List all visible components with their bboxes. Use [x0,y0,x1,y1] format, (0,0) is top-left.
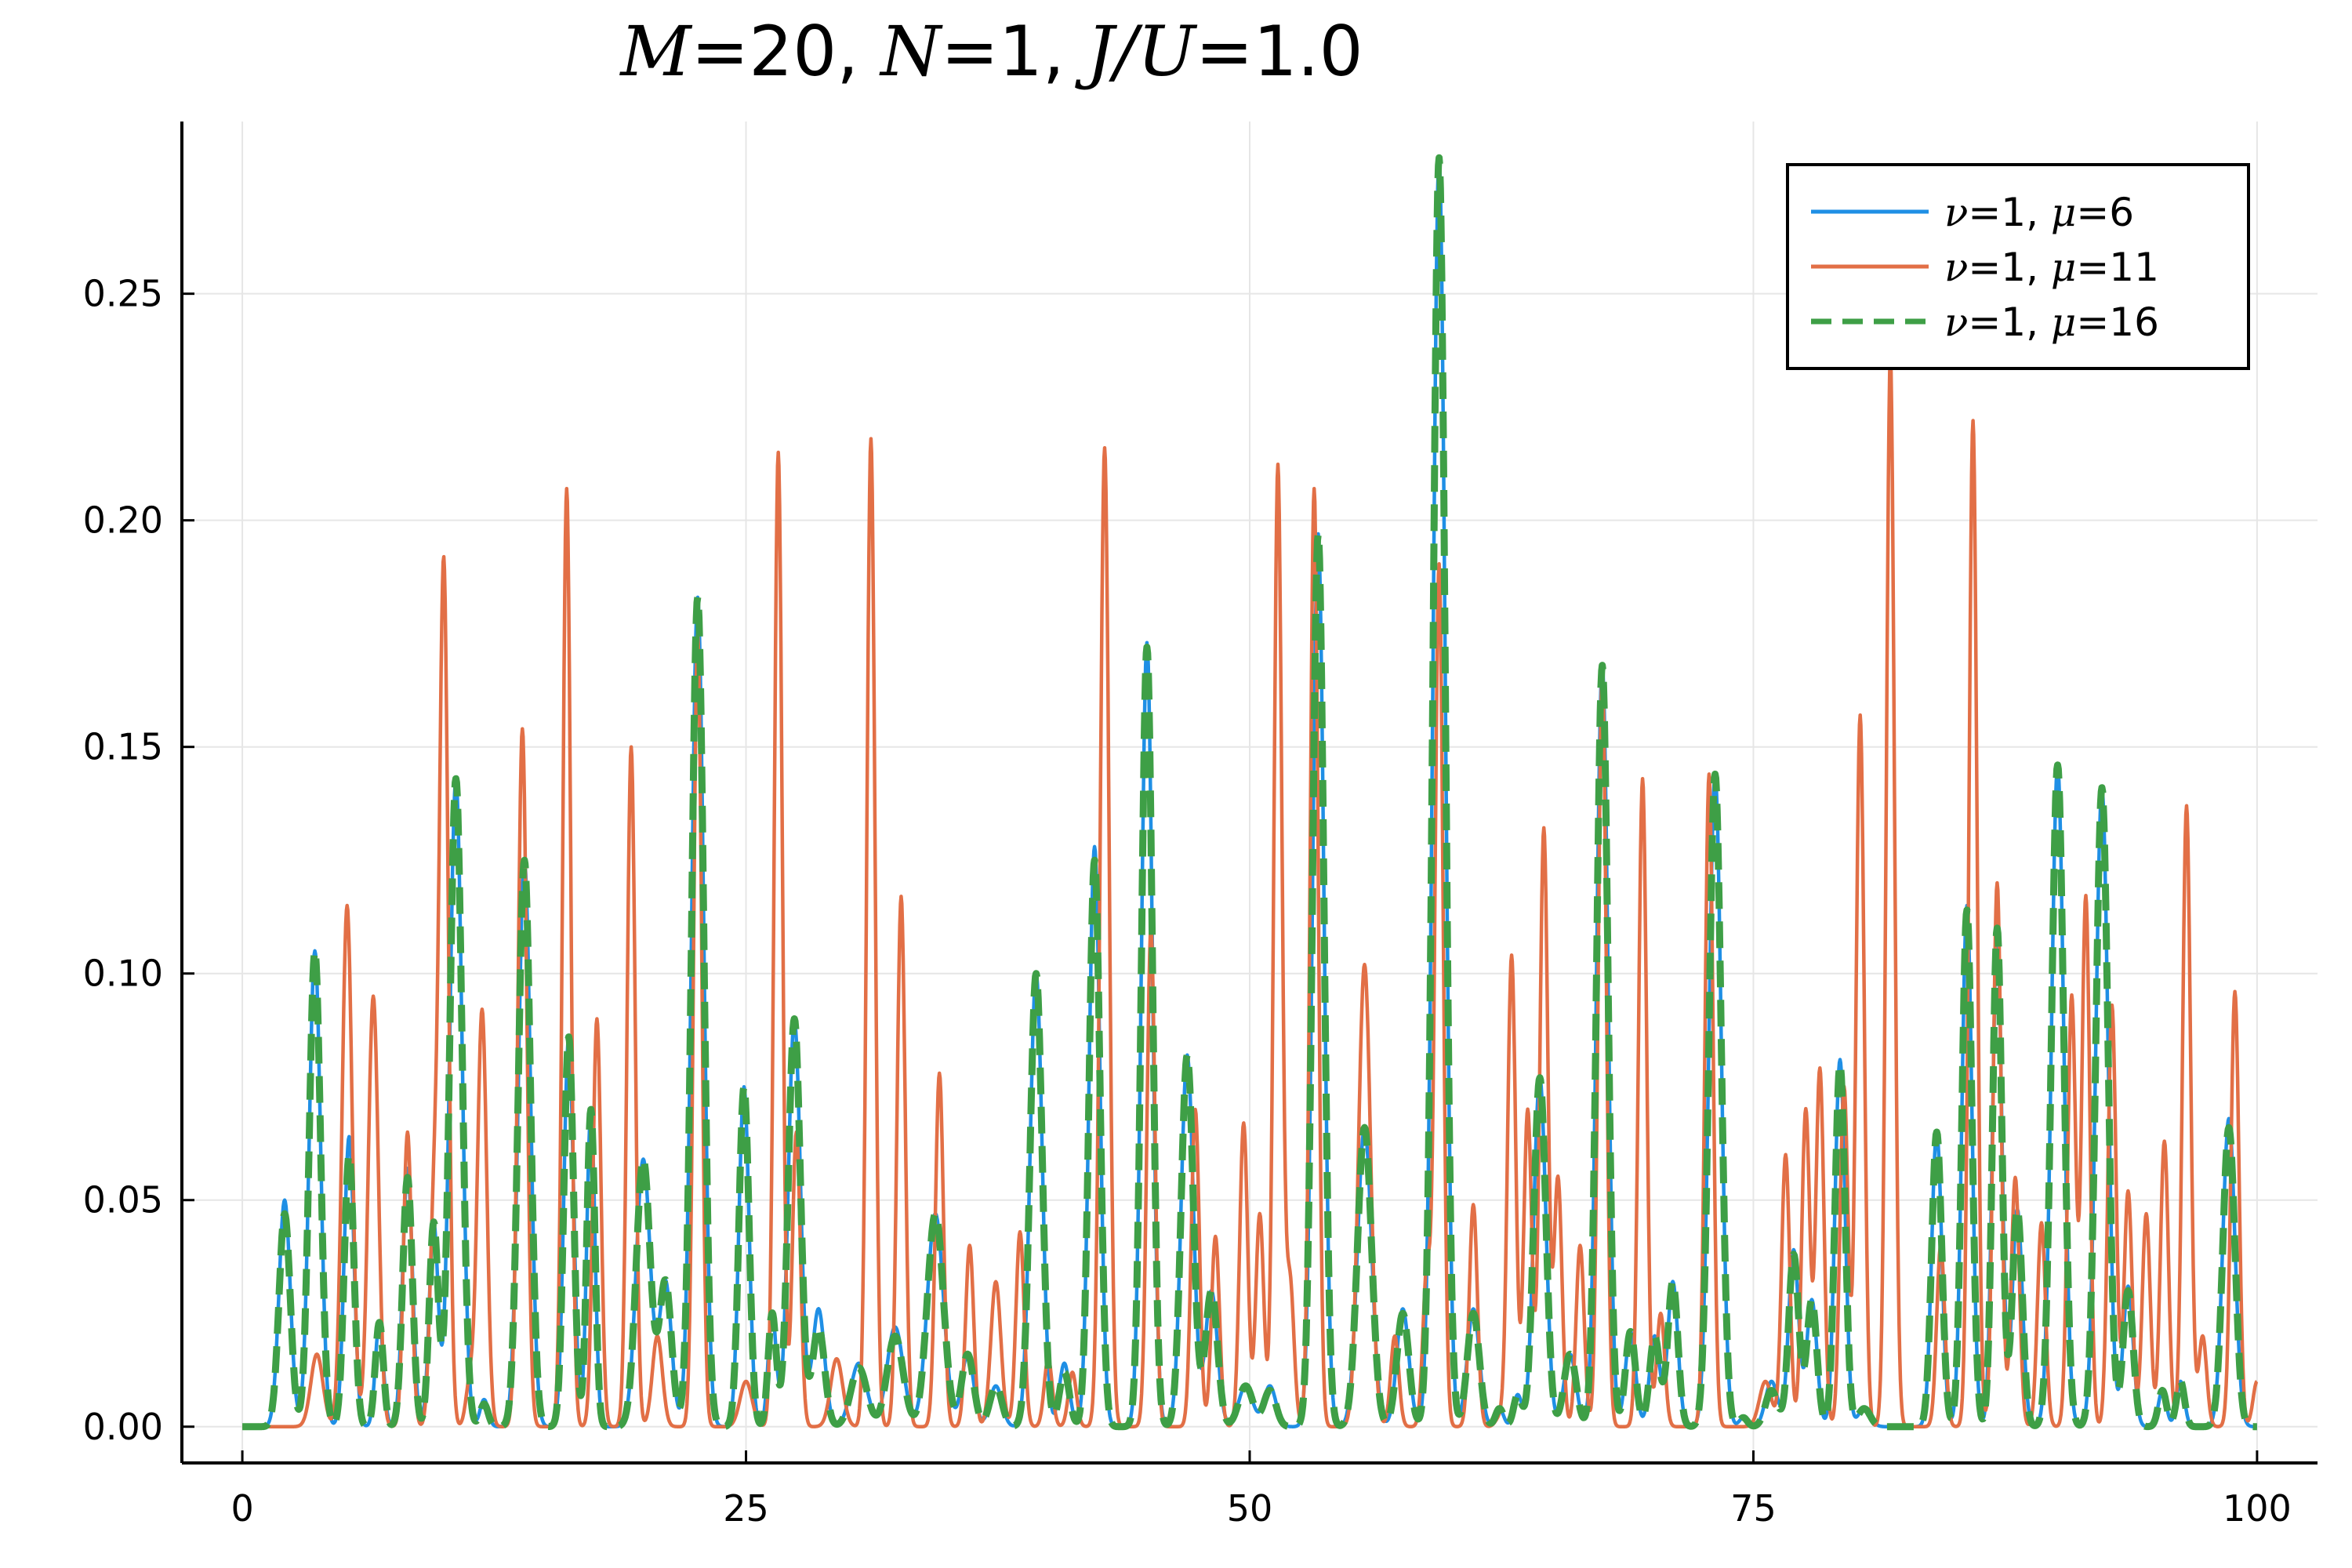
title-var-n: N [879,11,943,92]
y-tick-label: 0.10 [83,953,163,995]
legend-var-nu: ν [1944,299,1968,345]
legend: ν=1, μ=6ν=1, μ=11ν=1, μ=16 [1788,165,2249,368]
title-text-m: =20, [691,11,881,92]
legend-text-end: =11 [2076,245,2159,290]
x-tick-label: 25 [723,1487,769,1530]
title-var-m: M [619,11,692,92]
y-tick-label: 0.05 [83,1179,163,1221]
x-tick-label: 75 [1730,1487,1777,1530]
legend-label-3: ν=1, μ=16 [1944,299,2159,345]
chart-title: M=20, N=1, J/U=1.0 [619,11,1363,92]
legend-var-mu: μ [2051,299,2077,345]
y-tick-label: 0.25 [83,273,163,315]
title-text-ju: =1.0 [1196,11,1363,92]
y-tick-label: 0.00 [83,1406,163,1448]
legend-text-end: =6 [2076,190,2134,235]
legend-var-nu: ν [1944,190,1968,235]
y-tick-label: 0.20 [83,499,163,542]
x-tick-label: 100 [2223,1487,2292,1530]
legend-var-mu: μ [2051,190,2077,235]
legend-var-mu: μ [2051,245,2077,290]
legend-label-1: ν=1, μ=6 [1944,190,2134,235]
legend-label-2: ν=1, μ=11 [1944,245,2159,290]
title-var-ju: J/U [1075,11,1198,92]
legend-text-mid: =1, [1968,299,2051,345]
title-text-n: =1, [941,11,1087,92]
x-tick-label: 50 [1227,1487,1273,1530]
legend-text-mid: =1, [1968,245,2051,290]
y-tick-label: 0.15 [83,726,163,768]
legend-text-end: =16 [2076,299,2159,345]
legend-var-nu: ν [1944,245,1968,290]
legend-text-mid: =1, [1968,190,2051,235]
x-tick-label: 0 [230,1487,253,1530]
